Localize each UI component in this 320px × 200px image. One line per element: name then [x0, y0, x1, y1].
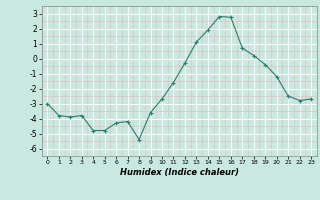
X-axis label: Humidex (Indice chaleur): Humidex (Indice chaleur)	[120, 168, 239, 177]
